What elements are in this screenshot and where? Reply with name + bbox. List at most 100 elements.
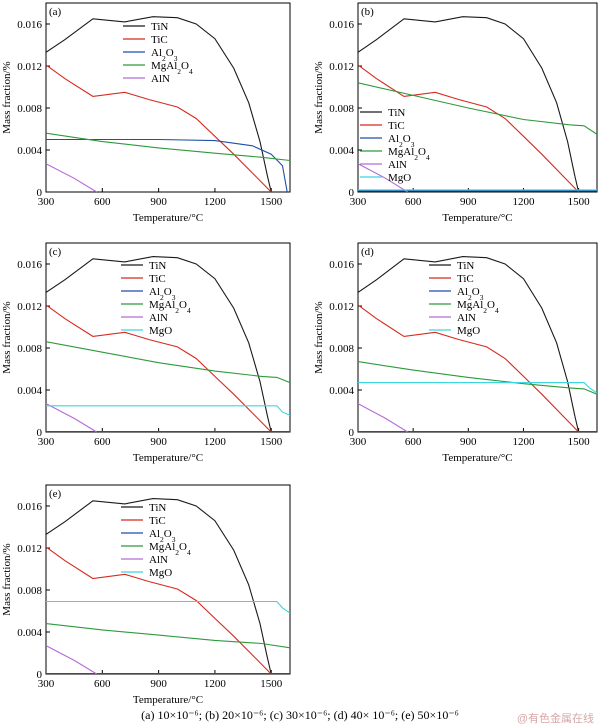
- y-tick-label: 0.016: [329, 259, 354, 271]
- series-line-TiN: [46, 256, 272, 432]
- y-tick-label: 0.012: [329, 61, 354, 73]
- legend-label-Al2O3: Al2O3: [149, 286, 176, 302]
- x-axis-label: Temperature/°C: [133, 212, 203, 224]
- series-line-MgO: [46, 405, 290, 416]
- plot-frame: [357, 242, 598, 433]
- series-line-MgO: [46, 600, 290, 614]
- x-tick-label: 300: [38, 196, 55, 208]
- series-line-MgAl2O4: [46, 132, 290, 162]
- y-tick-label: 0.016: [17, 19, 42, 31]
- x-axis-label: Temperature/°C: [133, 452, 203, 464]
- legend-label-TiC: TiC: [457, 273, 474, 285]
- x-tick-label: 300: [350, 436, 367, 448]
- legend-label-MgO: MgO: [149, 325, 172, 337]
- series-line-AlN: [46, 645, 97, 674]
- series-line-MgAl2O4: [358, 361, 597, 395]
- y-axis-label: Mass fraction/%: [1, 61, 13, 133]
- y-tick-label: 0.008: [329, 343, 354, 355]
- y-axis-label: Mass fraction/%: [313, 61, 325, 133]
- series-line-TiC: [358, 64, 579, 192]
- legend-label-MgO: MgO: [457, 325, 480, 337]
- panel-label: (e): [49, 488, 62, 500]
- x-axis-label: Temperature/°C: [442, 452, 512, 464]
- legend-label-Al2O3: Al2O3: [457, 286, 484, 302]
- legend-label-Al2O3: Al2O3: [151, 47, 178, 63]
- legend-label-TiN: TiN: [149, 260, 166, 272]
- plot-frame: [357, 2, 598, 193]
- chart-panel-2: 300 600 900 1200 1500 0 0.004 0.008 0.012 0.016 Te…: [313, 2, 598, 224]
- x-axis-label: Temperature/°C: [133, 694, 203, 706]
- y-tick-label: 0: [349, 427, 355, 439]
- legend-label-AlN: AlN: [149, 312, 168, 324]
- plot-frame: [45, 242, 291, 433]
- y-axis-label: Mass fraction/%: [1, 543, 13, 615]
- legend-label-AlN: AlN: [457, 312, 476, 324]
- x-tick-label: 600: [405, 196, 422, 208]
- legend-label-TiN: TiN: [151, 21, 168, 33]
- y-tick-label: 0.008: [17, 103, 42, 115]
- legend-label-TiC: TiC: [149, 515, 166, 527]
- x-tick-label: 900: [150, 196, 167, 208]
- legend-label-MgAl2O4: MgAl2O4: [388, 146, 430, 162]
- y-tick-label: 0.004: [17, 145, 42, 157]
- legend-label-MgAl2O4: MgAl2O4: [149, 541, 191, 557]
- watermark: @有色金属在线: [516, 713, 594, 725]
- y-tick-label: 0.008: [329, 103, 354, 115]
- x-tick-label: 1500: [568, 436, 591, 448]
- x-tick-label: 1500: [260, 678, 283, 690]
- panel-label: (b): [361, 6, 374, 18]
- series-line-MgAl2O4: [46, 623, 290, 649]
- x-tick-label: 1200: [204, 436, 227, 448]
- x-tick-label: 300: [38, 678, 55, 690]
- x-tick-label: 900: [150, 678, 167, 690]
- chart-panel-4: 300 600 900 1200 1500 0 0.004 0.008 0.012 0.016 Te…: [313, 242, 598, 464]
- legend-label-AlN: AlN: [149, 554, 168, 566]
- y-tick-label: 0.004: [329, 385, 354, 397]
- series-line-TiC: [46, 304, 272, 432]
- panel-label: (c): [49, 246, 62, 258]
- x-tick-label: 900: [460, 196, 477, 208]
- x-tick-label: 600: [94, 196, 111, 208]
- legend-label-TiC: TiC: [149, 273, 166, 285]
- series-line-AlN: [46, 403, 97, 432]
- series-line-AlN: [358, 163, 408, 192]
- legend-label-TiN: TiN: [149, 502, 166, 514]
- legend-label-AlN: AlN: [151, 73, 170, 85]
- legend-label-MgAl2O4: MgAl2O4: [149, 299, 191, 315]
- x-tick-label: 1200: [512, 436, 535, 448]
- x-tick-label: 1200: [512, 196, 535, 208]
- series-line-MgAl2O4: [46, 341, 290, 384]
- y-tick-label: 0.012: [329, 301, 354, 313]
- x-tick-label: 1500: [568, 196, 591, 208]
- y-axis-label: Mass fraction/%: [313, 301, 325, 373]
- y-tick-label: 0: [37, 427, 43, 439]
- series-line-AlN: [358, 403, 408, 432]
- legend-label-MgAl2O4: MgAl2O4: [457, 299, 499, 315]
- x-tick-label: 300: [350, 196, 367, 208]
- y-tick-label: 0.008: [17, 585, 42, 597]
- x-tick-label: 600: [405, 436, 422, 448]
- series-line-TiN: [46, 498, 272, 674]
- series-line-AlN: [46, 163, 97, 192]
- series-line-Al2O3: [46, 138, 288, 192]
- y-tick-label: 0.012: [17, 301, 42, 313]
- series-line-MgO: [358, 382, 597, 394]
- legend-label-Al2O3: Al2O3: [149, 528, 176, 544]
- chart-panel-5: 300 600 900 1200 1500 0 0.004 0.008 0.012 0.016 Te…: [1, 484, 291, 706]
- y-tick-label: 0.016: [329, 19, 354, 31]
- plot-frame: [45, 484, 291, 675]
- x-tick-label: 600: [94, 436, 111, 448]
- x-tick-label: 900: [460, 436, 477, 448]
- panel-label: (d): [361, 246, 374, 258]
- chart-panel-1: 300 600 900 1200 1500 0 0.004 0.008 0.012 0.016 Te…: [1, 2, 291, 224]
- y-tick-label: 0.012: [17, 543, 42, 555]
- y-tick-label: 0: [349, 187, 355, 199]
- figure-caption: (a) 10×10⁻⁶; (b) 20×10⁻⁶; (c) 30×10⁻⁶; (…: [141, 708, 459, 722]
- y-tick-label: 0.004: [17, 385, 42, 397]
- x-tick-label: 1500: [260, 436, 283, 448]
- x-tick-label: 600: [94, 678, 111, 690]
- y-tick-label: 0.004: [17, 627, 42, 639]
- plot-frame: [45, 2, 291, 193]
- legend-label-MgO: MgO: [149, 567, 172, 579]
